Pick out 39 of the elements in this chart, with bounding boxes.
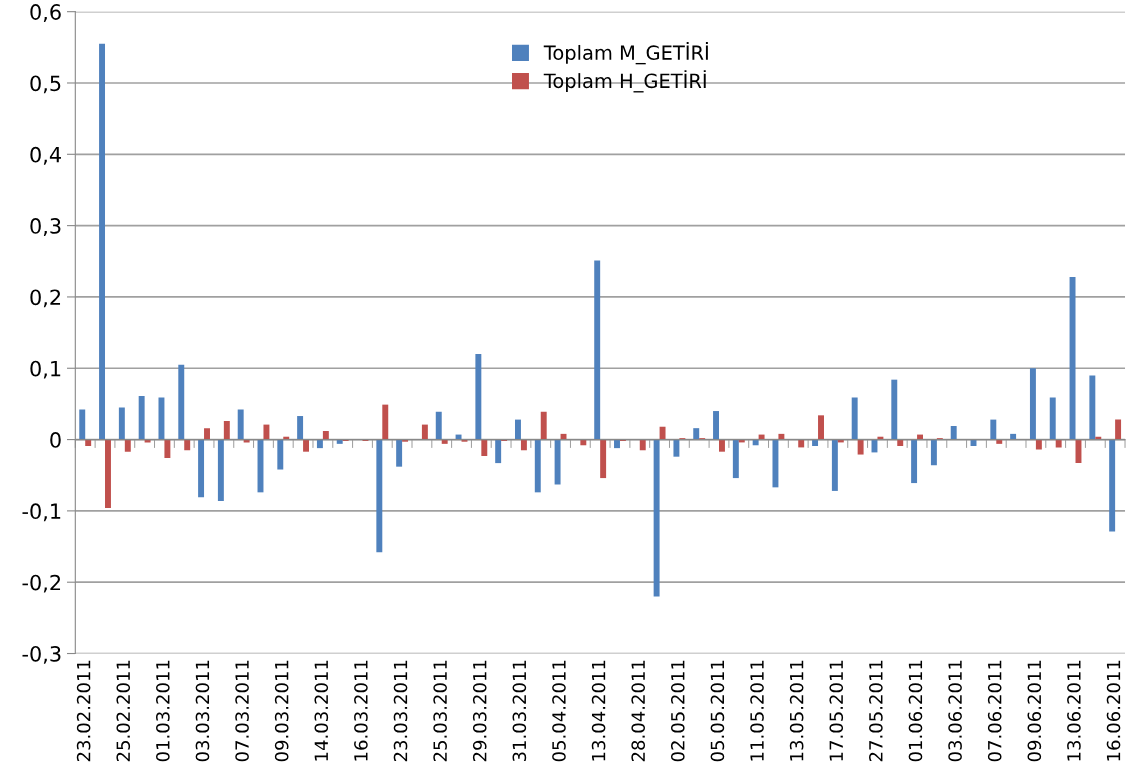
y-tick-label: -0,3	[22, 645, 61, 664]
x-tick-label: 13.05.2011	[789, 660, 804, 761]
x-tick-label: 02.05.2011	[670, 660, 685, 762]
x-tick-label: 09.06.2011	[1027, 660, 1042, 762]
legend-label: Toplam M_GETİRİ	[543, 42, 708, 65]
x-tick-label: 13.06.2011	[1067, 660, 1081, 761]
x-tick-label: 13.04.2011	[591, 660, 606, 761]
x-tick-label: 31.03.2011	[512, 660, 527, 762]
y-tick-label: 0,3	[30, 218, 61, 236]
x-tick-label: 03.06.2011	[948, 660, 962, 762]
x-tick-label: 17.05.2011	[829, 660, 844, 761]
x-tick-label: 28.04.2011	[631, 660, 646, 762]
legend-label: Toplam H_GETİRİ	[543, 70, 706, 93]
y-tick-label: 0,2	[30, 289, 61, 308]
x-tick-label: 01.03.2011	[156, 660, 170, 762]
x-tick-label: 25.03.2011	[433, 660, 447, 762]
y-tick-label: 0,6	[30, 4, 61, 23]
x-tick-label: 23.02.2011	[76, 660, 91, 762]
x-tick-label: 27.05.2011	[869, 660, 883, 762]
x-tick-label: 07.06.2011	[987, 660, 1002, 762]
x-tick-label: 25.02.2011	[116, 660, 131, 762]
x-tick-label: 05.04.2011	[552, 660, 566, 762]
y-tick-label: 0	[50, 432, 61, 448]
x-tick-label: 23.03.2011	[393, 660, 408, 762]
x-tick-label: 07.03.2011	[235, 660, 249, 762]
x-tick-label: 16.06.2011	[1106, 660, 1121, 761]
y-tick-label: -0,1	[22, 503, 61, 522]
x-tick-label: 01.06.2011	[908, 660, 923, 762]
x-tick-label: 05.05.2011	[710, 660, 725, 762]
y-tick-label: -0,2	[22, 574, 61, 593]
y-tick-label: 0,5	[30, 75, 61, 94]
x-tick-label: 29.03.2011	[472, 660, 487, 762]
y-tick-label: 0,1	[30, 360, 61, 379]
x-tick-label: 09.03.2011	[274, 660, 289, 762]
y-tick-label: 0,4	[30, 146, 61, 165]
x-tick-label: 14.03.2011	[314, 660, 329, 761]
x-tick-label: 16.03.2011	[354, 660, 368, 761]
x-tick-label: 03.03.2011	[195, 660, 210, 762]
x-tick-label: 11.05.2011	[750, 660, 764, 761]
